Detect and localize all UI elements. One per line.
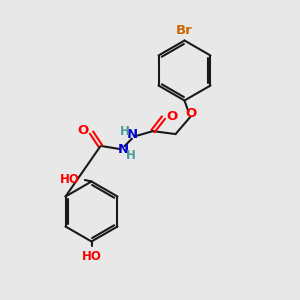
Text: HO: HO [82, 250, 101, 263]
Text: Br: Br [176, 24, 193, 37]
Text: N: N [126, 128, 138, 141]
Text: H: H [120, 124, 129, 138]
Text: O: O [167, 110, 178, 123]
Text: O: O [77, 124, 88, 137]
Text: N: N [117, 142, 129, 156]
Text: O: O [185, 107, 196, 120]
Text: HO: HO [60, 172, 80, 186]
Text: H: H [126, 148, 135, 162]
